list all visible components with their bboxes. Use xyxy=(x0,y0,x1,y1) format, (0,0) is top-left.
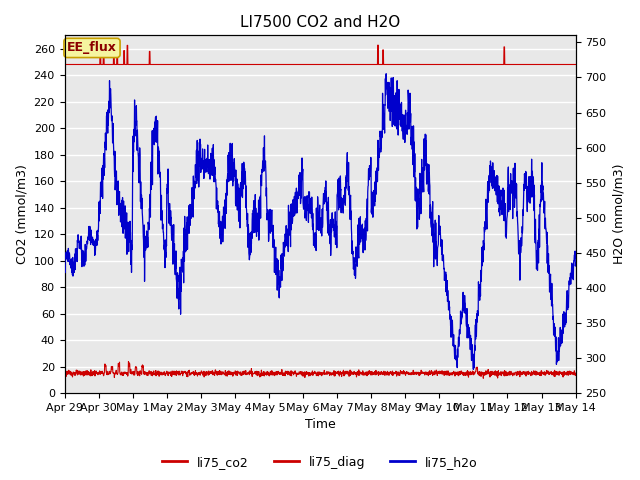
Legend: li75_co2, li75_diag, li75_h2o: li75_co2, li75_diag, li75_h2o xyxy=(157,451,483,474)
Title: LI7500 CO2 and H2O: LI7500 CO2 and H2O xyxy=(240,15,400,30)
Y-axis label: CO2 (mmol/m3): CO2 (mmol/m3) xyxy=(15,164,28,264)
Y-axis label: H2O (mmol/m3): H2O (mmol/m3) xyxy=(612,164,625,264)
Text: EE_flux: EE_flux xyxy=(67,41,117,54)
X-axis label: Time: Time xyxy=(305,419,335,432)
